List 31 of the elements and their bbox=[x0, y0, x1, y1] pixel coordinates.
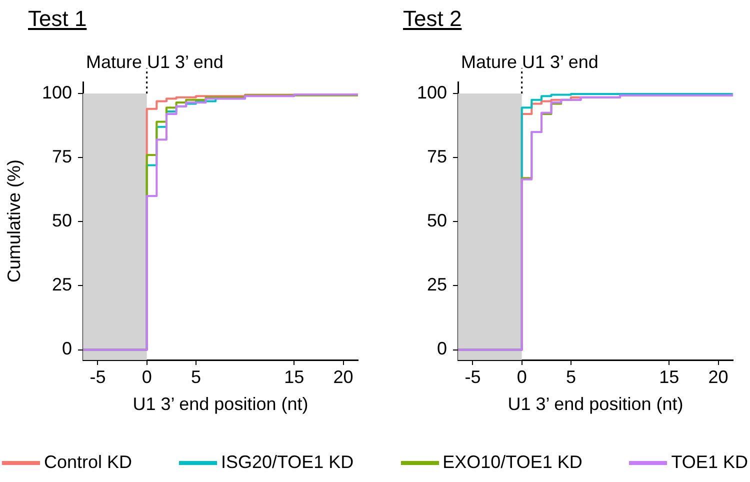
legend-label: Control KD bbox=[44, 452, 132, 473]
legend-label: ISG20/TOE1 KD bbox=[220, 452, 354, 473]
y-tick-label: 100 bbox=[42, 82, 72, 102]
x-tick-label: 20 bbox=[333, 366, 354, 387]
chart-title: Test 1 bbox=[28, 6, 87, 32]
x-tick-label: 15 bbox=[284, 366, 304, 387]
x-tick-label: 15 bbox=[659, 366, 680, 387]
x-tick-label: 5 bbox=[566, 366, 576, 387]
chart-title: Test 2 bbox=[403, 6, 462, 32]
y-tick-label: 50 bbox=[52, 210, 72, 231]
y-tick-label: 75 bbox=[426, 146, 447, 167]
legend-label: TOE1 KD bbox=[671, 452, 748, 473]
x-tick-label: 20 bbox=[708, 366, 728, 387]
ref-line-label: Mature U1 3’ end bbox=[86, 52, 224, 72]
y-tick-label: 50 bbox=[426, 210, 447, 231]
y-axis-title: Cumulative (%) bbox=[4, 159, 24, 283]
y-tick-label: 0 bbox=[62, 338, 72, 359]
y-tick-label: 75 bbox=[52, 146, 72, 167]
x-tick-label: 0 bbox=[516, 366, 527, 387]
x-tick-label: -5 bbox=[464, 366, 481, 387]
y-tick-label: 25 bbox=[426, 274, 447, 295]
legend-label: EXO10/TOE1 KD bbox=[442, 452, 582, 473]
ref-line-label: Mature U1 3’ end bbox=[461, 52, 598, 72]
x-tick-label: -5 bbox=[90, 366, 106, 387]
x-tick-label: 0 bbox=[142, 366, 152, 387]
x-tick-label: 5 bbox=[190, 366, 201, 387]
y-tick-label: 100 bbox=[416, 82, 447, 102]
x-axis-title: U1 3’ end position (nt) bbox=[508, 394, 684, 414]
x-axis-title: U1 3’ end position (nt) bbox=[132, 394, 308, 414]
y-tick-label: 0 bbox=[436, 338, 447, 359]
y-tick-label: 25 bbox=[52, 274, 72, 295]
